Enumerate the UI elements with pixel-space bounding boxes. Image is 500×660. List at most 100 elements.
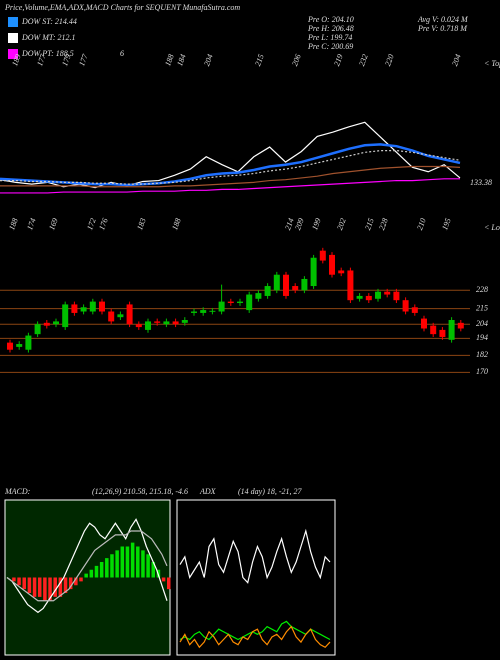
candle-body <box>80 307 87 312</box>
candle-body <box>108 311 115 322</box>
low-label: 209 <box>293 217 306 231</box>
y-tick-label: 204 <box>476 319 488 328</box>
candle-body <box>310 257 317 287</box>
candle-body <box>439 329 446 337</box>
series-line <box>0 178 460 194</box>
series-line <box>179 620 331 641</box>
low-label: 174 <box>25 217 38 231</box>
legend-swatch <box>8 17 18 27</box>
adx-title: ADX <box>199 487 217 496</box>
info-label: Pre L: 199.74 <box>307 33 352 42</box>
histogram-bar <box>37 577 42 597</box>
histogram-bar <box>58 577 63 597</box>
candle-body <box>126 304 133 325</box>
histogram-bar <box>94 565 99 578</box>
candle-body <box>25 335 32 350</box>
low-label: 172 <box>85 217 98 231</box>
candle-body <box>89 301 96 312</box>
candle-body <box>16 344 23 347</box>
candle-body <box>62 304 69 328</box>
candle-body <box>273 274 280 291</box>
last-value: 133.38 <box>470 178 492 187</box>
top-label: 179 <box>60 53 73 67</box>
histogram-bar <box>167 577 171 590</box>
histogram-bar <box>12 577 16 582</box>
candle-body <box>163 321 170 325</box>
series-line <box>0 143 461 187</box>
low-label: 210 <box>415 217 428 231</box>
candle-body <box>71 304 78 313</box>
y-tick-label: 194 <box>476 333 488 342</box>
histogram-bar <box>130 542 135 578</box>
histogram-bar <box>48 577 52 601</box>
top-label: 184 <box>175 53 188 67</box>
candle-body <box>191 311 197 313</box>
histogram-bar <box>136 546 140 578</box>
candle-body <box>329 254 335 275</box>
candle-body <box>283 274 289 296</box>
histogram-bar <box>79 577 83 582</box>
tops-label: < Tops <box>484 59 500 68</box>
candle-body <box>181 320 188 323</box>
legend-swatch <box>8 33 18 43</box>
series-line <box>179 625 331 649</box>
low-label: 169 <box>47 217 60 231</box>
low-label: 199 <box>310 217 323 231</box>
series-line <box>6 518 168 614</box>
top-label: 188 <box>163 53 176 67</box>
histogram-bar <box>68 577 73 590</box>
top-label: 189 <box>10 53 23 67</box>
histogram-bar <box>141 550 145 578</box>
histogram-bar <box>53 577 57 597</box>
macd-subtitle: (12,26,9) 210.58, 215.18, -4.6 <box>92 487 188 496</box>
candle-body <box>301 278 308 291</box>
candle-body <box>448 320 455 340</box>
candle-body <box>135 324 142 328</box>
top-label: 177 <box>35 52 48 67</box>
candle-body <box>393 291 400 301</box>
macd-title: MACD: <box>4 487 31 496</box>
low-label: 228 <box>377 217 390 231</box>
histogram-bar <box>146 554 150 578</box>
histogram-bar <box>22 577 26 590</box>
legend-label: DOW MT: 212.1 <box>21 33 76 42</box>
candle-body <box>457 322 464 329</box>
histogram-bar <box>43 577 47 601</box>
series-line <box>6 530 168 602</box>
candle-body <box>255 293 262 299</box>
y-tick-label: 228 <box>476 285 488 294</box>
candle-body <box>246 294 253 311</box>
low-label: 188 <box>7 217 20 231</box>
low-label: 183 <box>135 217 148 231</box>
candle-body <box>411 307 418 313</box>
low-label: 176 <box>97 217 110 231</box>
series-line <box>179 528 331 584</box>
candle-body <box>237 301 243 304</box>
info-label: Pre O: 204.10 <box>307 15 354 24</box>
top-label: 206 <box>290 53 303 67</box>
candle-body <box>117 314 124 318</box>
histogram-bar <box>84 573 88 578</box>
info-label: Pre C: 200.69 <box>307 42 353 51</box>
histogram-bar <box>110 554 114 578</box>
candle-body <box>338 270 345 274</box>
candle-body <box>227 301 234 304</box>
y-tick-label: 215 <box>476 304 488 313</box>
histogram-bar <box>17 577 21 586</box>
candle-body <box>292 286 299 291</box>
candle-body <box>264 286 271 296</box>
top-label: 215 <box>253 53 266 67</box>
top-label: 204 <box>202 53 215 67</box>
y-tick-label: 170 <box>476 367 488 376</box>
candle-body <box>384 291 391 295</box>
candle-body <box>154 321 161 323</box>
histogram-bar <box>161 577 166 582</box>
top-label: 232 <box>357 53 370 67</box>
candle-body <box>347 270 354 301</box>
candle-body <box>200 310 207 313</box>
candle-body <box>172 321 179 325</box>
lows-label: < Lows <box>484 223 500 232</box>
histogram-bar <box>74 577 78 586</box>
series-line <box>0 165 461 188</box>
